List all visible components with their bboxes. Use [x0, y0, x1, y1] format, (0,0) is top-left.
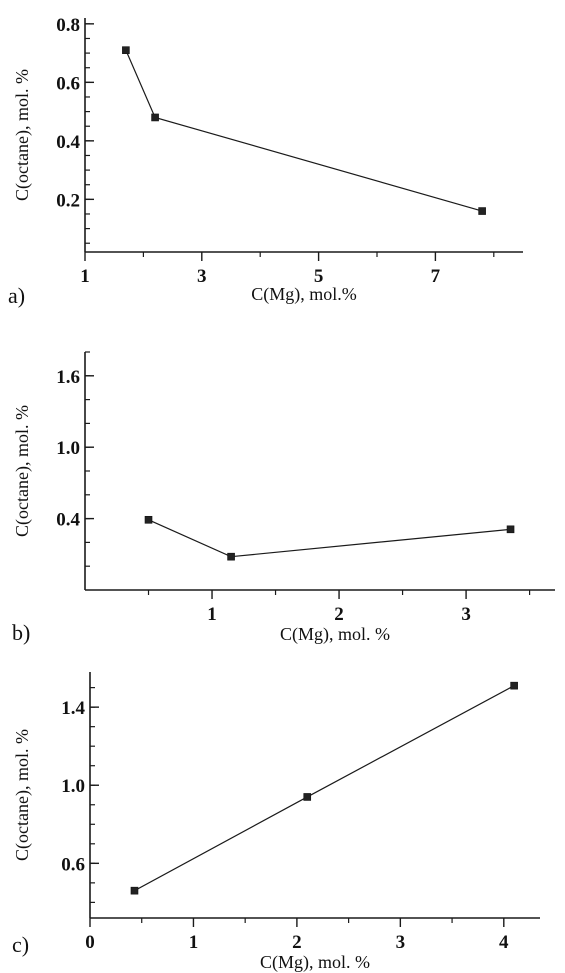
y-tick-label: 1.0 — [56, 438, 80, 459]
y-axis-label: C(octane), mol. % — [12, 729, 33, 861]
series-line — [134, 685, 515, 892]
data-point — [510, 681, 518, 690]
data-point — [303, 793, 312, 801]
data-point — [227, 552, 235, 561]
y-tick-label: 1.4 — [61, 698, 85, 719]
y-tick-label: 0.6 — [61, 854, 85, 875]
panel-label: a) — [8, 283, 25, 308]
data-point — [151, 113, 159, 122]
panel-label: c) — [12, 932, 29, 957]
x-tick-label: 1 — [189, 932, 199, 953]
x-tick-label: 3 — [396, 932, 406, 953]
series-line — [125, 49, 483, 212]
x-tick-label: 2 — [334, 604, 344, 625]
y-tick-label: 1.6 — [56, 367, 80, 388]
x-tick-label: 7 — [431, 266, 441, 287]
x-tick-label: 5 — [314, 266, 324, 287]
y-tick-label: 0.8 — [56, 15, 80, 36]
data-point — [122, 46, 130, 54]
y-tick-label: 1.0 — [61, 776, 85, 797]
y-tick-label: 0.4 — [56, 132, 80, 153]
x-tick-label: 3 — [197, 266, 207, 287]
x-tick-label: 4 — [499, 932, 509, 953]
x-tick-label: 3 — [461, 604, 471, 625]
x-tick-label: 0 — [85, 932, 95, 953]
y-axis-label: C(octane), mol. % — [12, 69, 33, 201]
x-axis-label: C(Mg), mol. % — [280, 624, 390, 645]
panel-b: 0.4 1.0 1.6 1 2 3 C(Mg), mol. % C(octane), mol.… — [12, 351, 555, 645]
data-point — [130, 886, 139, 895]
y-tick-label: 0.6 — [56, 73, 80, 94]
data-point — [506, 525, 515, 534]
x-tick-label: 1 — [207, 604, 217, 625]
series-line — [148, 519, 511, 558]
y-tick-label: 0.2 — [56, 190, 80, 211]
panel-label: b) — [12, 620, 30, 645]
data-point — [478, 207, 486, 215]
x-tick-label: 2 — [292, 932, 302, 953]
x-tick-label: 1 — [80, 266, 90, 287]
panel-c: 0.6 1.0 1.4 0 1 2 3 4 C(Mg), mol. % C(octane), mo… — [12, 672, 540, 973]
x-axis-label: C(Mg), mol.% — [251, 284, 357, 305]
y-tick-label: 0.4 — [56, 510, 80, 531]
data-point — [144, 515, 153, 524]
panel-a: 0.2 0.4 0.6 0.8 1 3 5 7 C(Mg), mol.% C(octane), m… — [8, 15, 523, 308]
y-axis-label: C(octane), mol. % — [12, 405, 33, 537]
x-axis-label: C(Mg), mol. % — [260, 952, 370, 973]
